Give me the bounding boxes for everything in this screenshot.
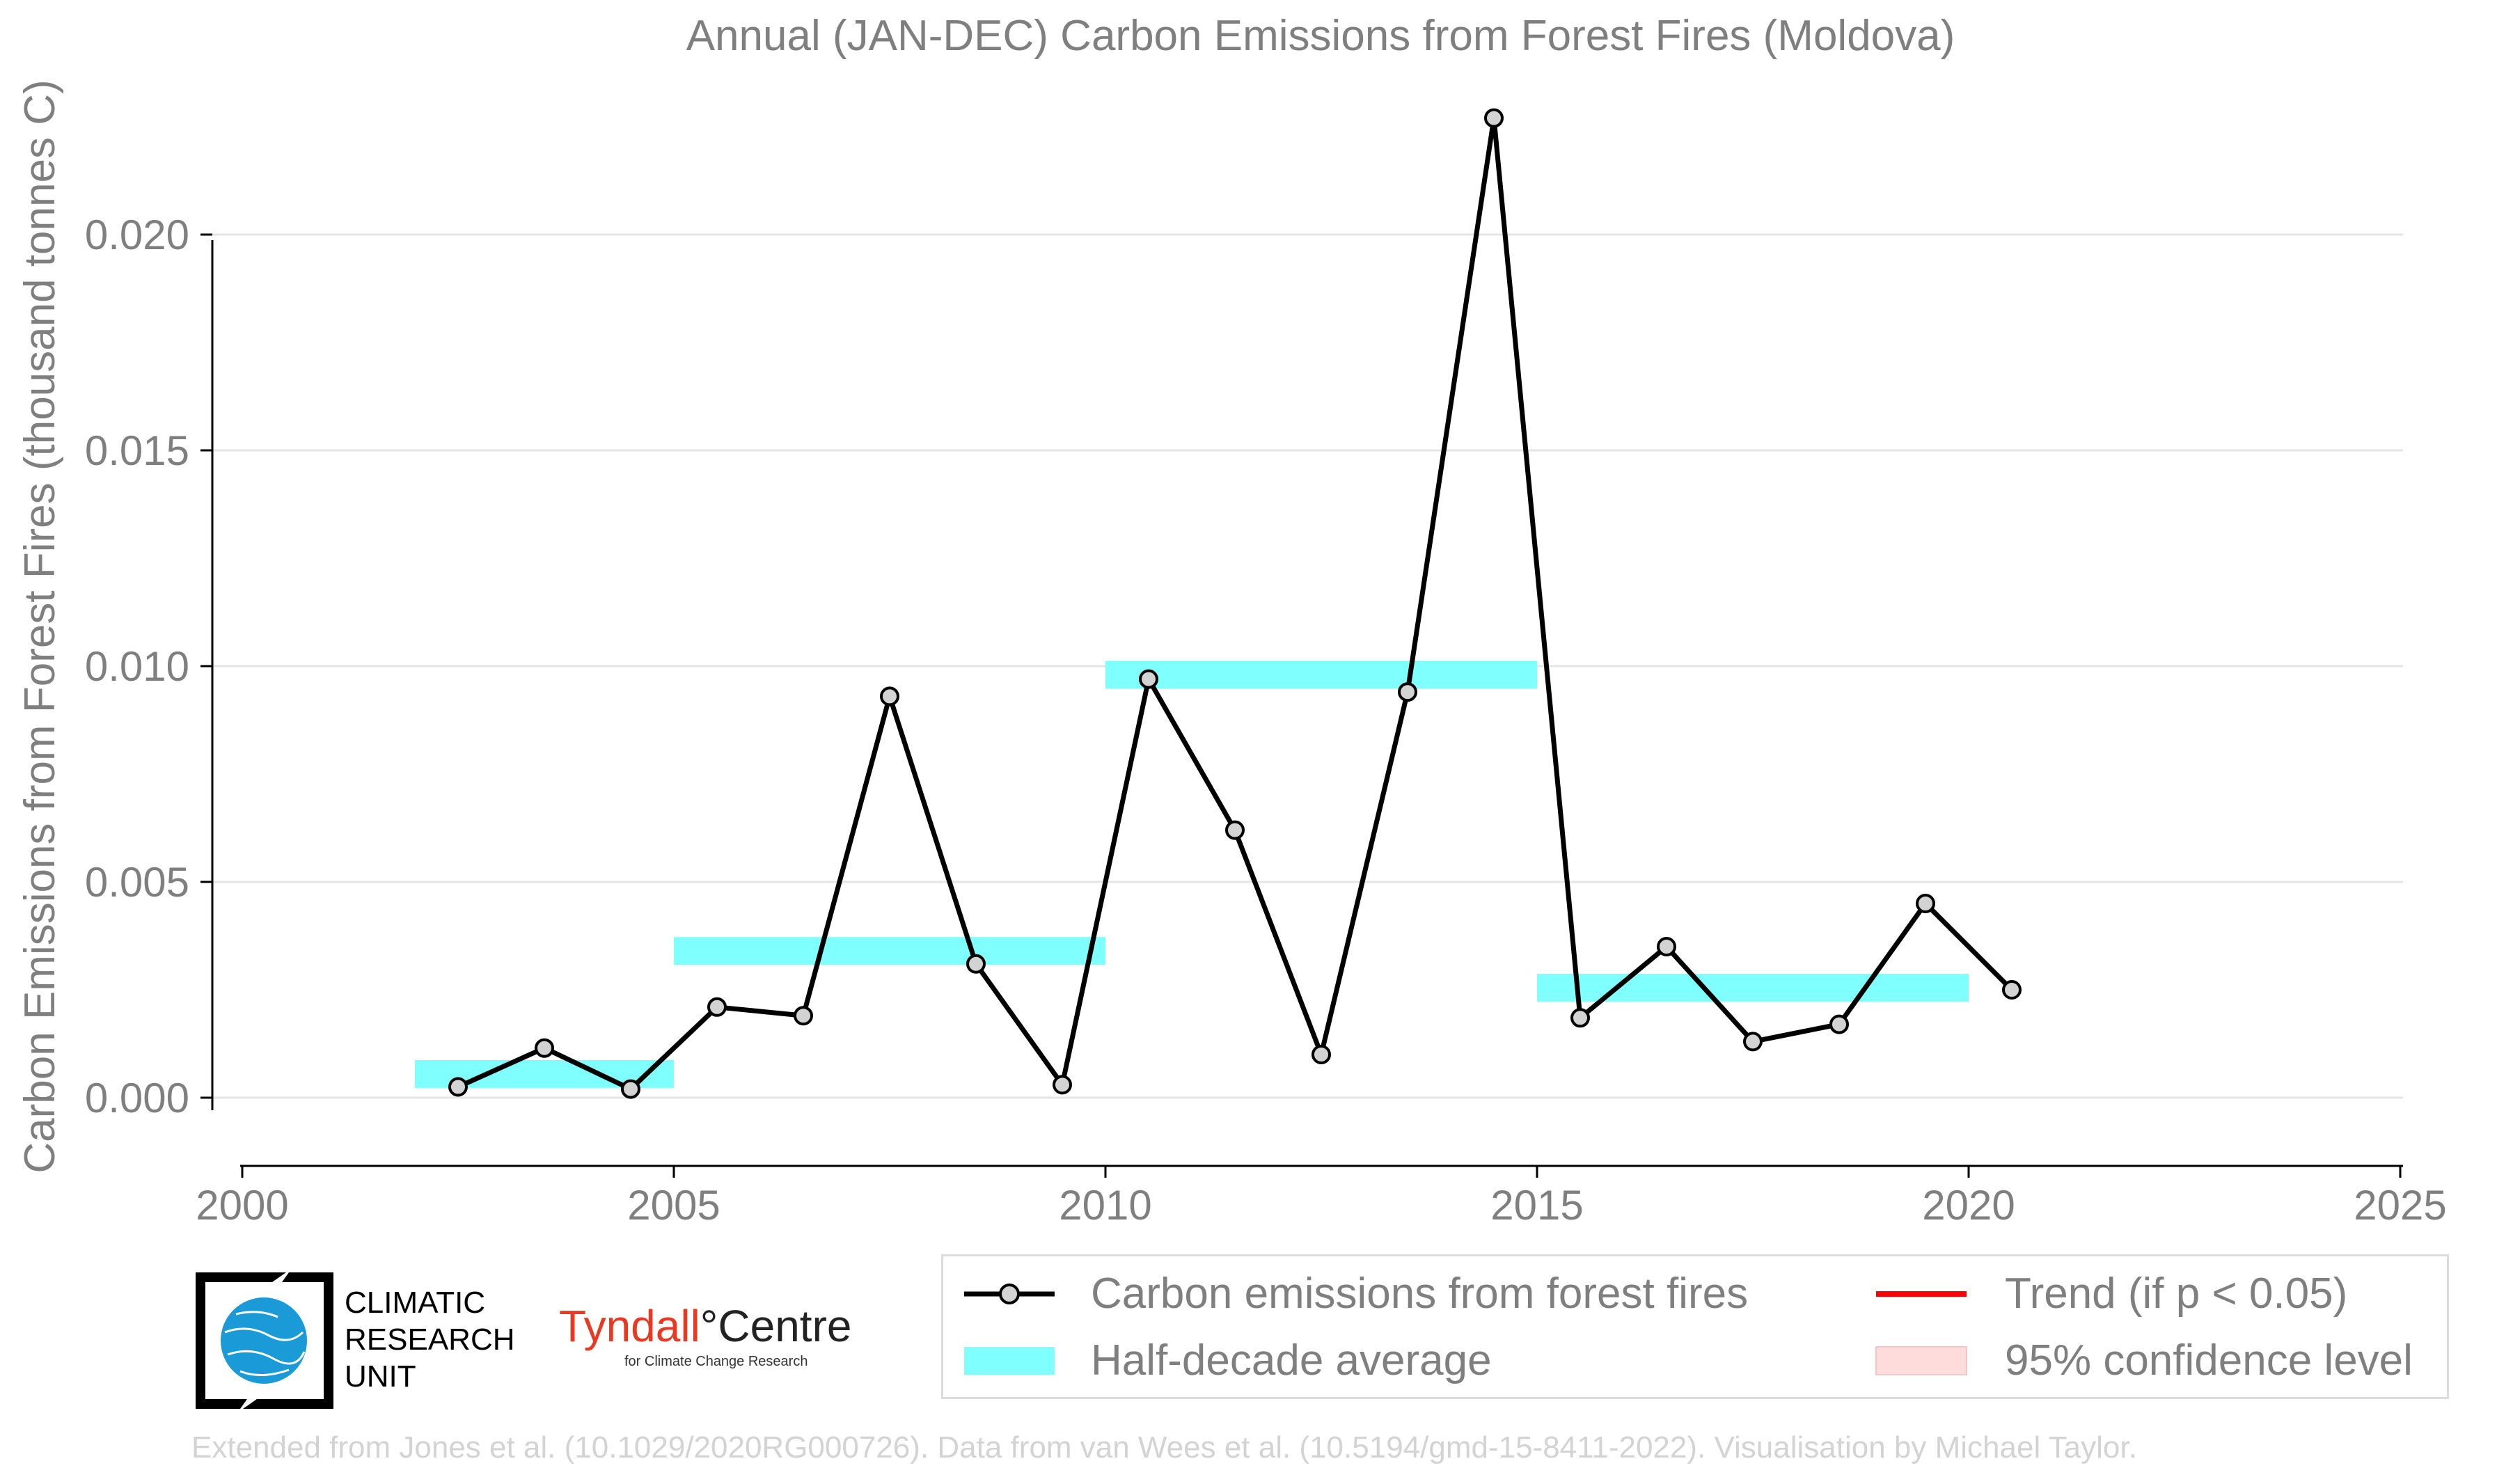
data-point xyxy=(621,1079,640,1099)
x-tick-label: 2005 xyxy=(627,1182,720,1229)
data-point xyxy=(1657,937,1676,956)
y-tick-label: 0.020 xyxy=(85,212,189,258)
x-tick-label: 2025 xyxy=(2354,1182,2446,1229)
half-decade-band xyxy=(1105,661,1537,689)
legend-label-trend: Trend (if p < 0.05) xyxy=(2005,1270,2348,1318)
cru-logo-text: CLIMATIC RESEARCH UNIT xyxy=(345,1284,515,1395)
data-point xyxy=(1311,1045,1331,1064)
legend: Carbon emissions from forest fires Trend… xyxy=(941,1254,2449,1399)
data-point xyxy=(707,997,727,1017)
legend-label-emissions: Carbon emissions from forest fires xyxy=(1091,1270,1749,1318)
legend-item-confidence: 95% confidence level xyxy=(1869,1336,2413,1385)
y-tick-label: 0.000 xyxy=(85,1075,189,1121)
y-axis-ticks: 0.000 0.005 0.010 0.015 0.020 xyxy=(85,212,212,1121)
data-point xyxy=(880,686,899,707)
x-tick-label: 2020 xyxy=(1922,1182,2015,1229)
data-point xyxy=(966,954,986,974)
legend-swatch-band xyxy=(964,1346,1055,1375)
data-point xyxy=(535,1038,554,1058)
series-markers xyxy=(448,108,2022,1099)
y-tick-label: 0.005 xyxy=(85,859,189,906)
data-point xyxy=(1139,669,1158,689)
data-point xyxy=(1225,820,1245,840)
x-tick-label: 2000 xyxy=(196,1182,288,1229)
data-point xyxy=(1484,108,1504,128)
data-point xyxy=(1053,1075,1072,1095)
data-point xyxy=(448,1077,468,1097)
y-axis-label: Carbon Emissions from Forest Fires (thou… xyxy=(16,79,64,1173)
x-axis-ticks: 2000 2005 2010 2015 2020 2025 xyxy=(196,1166,2447,1229)
data-point xyxy=(1829,1014,1849,1034)
y-tick-label: 0.010 xyxy=(85,643,189,690)
legend-item-trend: Trend (if p < 0.05) xyxy=(1869,1269,2347,1318)
tyndall-logo: Tyndall°Centre for Climate Change Resear… xyxy=(559,1300,851,1369)
y-tick-label: 0.015 xyxy=(85,427,189,474)
chart-title: Annual (JAN-DEC) Carbon Emissions from F… xyxy=(686,12,1955,60)
credit-line: Extended from Jones et al. (10.1029/2020… xyxy=(191,1430,2137,1465)
data-point xyxy=(1398,682,1417,702)
data-point xyxy=(2002,980,2022,1000)
legend-swatch-trend xyxy=(1876,1290,1967,1297)
cru-line-1: CLIMATIC xyxy=(345,1286,486,1320)
tyndall-centre-word: °Centre xyxy=(700,1301,852,1351)
data-point xyxy=(1743,1032,1763,1052)
tyndall-logo-subtitle: for Climate Change Research xyxy=(624,1354,808,1369)
tyndall-logo-name: Tyndall°Centre xyxy=(559,1300,851,1352)
data-point xyxy=(1570,1008,1590,1028)
legend-item-emissions: Carbon emissions from forest fires xyxy=(957,1269,1748,1318)
half-decade-band xyxy=(674,937,1105,965)
cru-logo-icon xyxy=(196,1272,333,1409)
legend-item-half-decade: Half-decade average xyxy=(957,1336,1492,1385)
x-tick-label: 2015 xyxy=(1490,1182,1583,1229)
legend-label-confidence: 95% confidence level xyxy=(2005,1336,2413,1384)
data-point xyxy=(794,1006,813,1026)
tyndall-word: Tyndall xyxy=(559,1301,700,1351)
legend-swatch-line-marker xyxy=(964,1283,1055,1304)
cru-line-2: RESEARCH xyxy=(345,1323,515,1357)
legend-label-half-decade: Half-decade average xyxy=(1091,1336,1492,1384)
legend-swatch-confidence xyxy=(1875,1345,1967,1375)
x-tick-label: 2010 xyxy=(1059,1182,1151,1229)
data-point xyxy=(1916,894,1935,913)
cru-line-3: UNIT xyxy=(345,1359,416,1394)
